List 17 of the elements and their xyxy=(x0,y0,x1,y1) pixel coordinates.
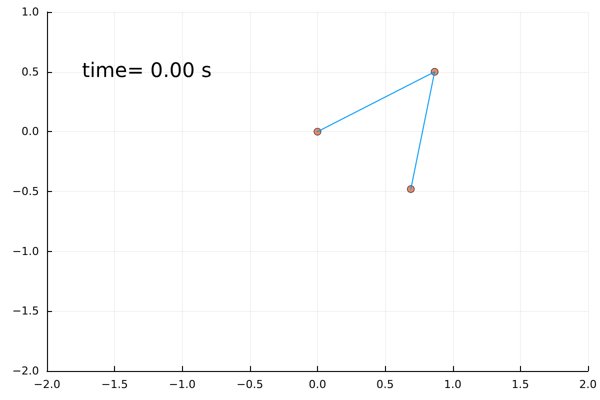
y-tick-label: −2.0 xyxy=(12,364,39,378)
x-tick-label: −0.5 xyxy=(236,378,264,391)
x-tick-label: −1.0 xyxy=(168,378,196,391)
annotation: time= 0.00 s xyxy=(82,58,212,82)
x-tick-label: 0.0 xyxy=(308,378,326,391)
x-tick-label: 2.0 xyxy=(579,378,597,391)
y-tick-label: 0.0 xyxy=(22,125,39,138)
x-tick-label: 0.5 xyxy=(376,378,394,391)
x-tick-label: 1.5 xyxy=(512,378,530,391)
x-tick-label: 1.0 xyxy=(444,378,462,391)
y-tick-label: −1.5 xyxy=(12,304,39,318)
y-tick-label: −0.5 xyxy=(12,185,39,198)
y-tick-label: −1.0 xyxy=(12,244,39,258)
x-tick-label: −1.5 xyxy=(101,378,128,391)
y-tick-label: 1.0 xyxy=(22,6,39,18)
y-tick-label: 0.5 xyxy=(22,65,39,78)
x-tick-label: −2.0 xyxy=(34,378,60,391)
